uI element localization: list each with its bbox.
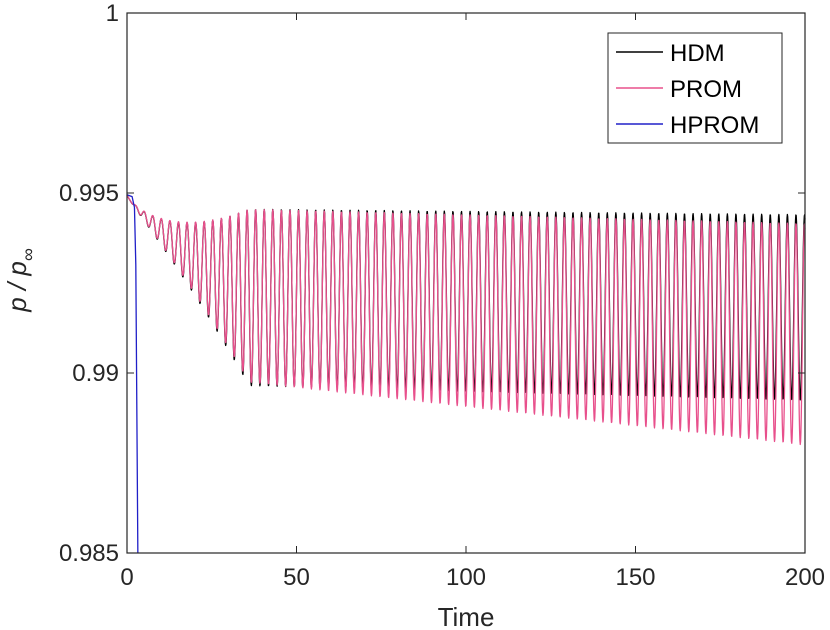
series-line-prom bbox=[126, 194, 806, 446]
legend-label-hdm: HDM bbox=[670, 40, 725, 67]
y-tick-label: 1 bbox=[106, 0, 119, 27]
axis-tick-labels: 0 50 100 150 200 0.985 0.99 0.995 1 bbox=[59, 0, 825, 591]
legend-label-prom: PROM bbox=[670, 76, 742, 103]
y-axis-label: p / p∞ bbox=[2, 248, 38, 313]
x-tick-label: 200 bbox=[785, 564, 825, 591]
x-axis-label: Time bbox=[438, 602, 495, 630]
x-tick-label: 100 bbox=[446, 564, 486, 591]
x-tick-label: 0 bbox=[120, 564, 133, 591]
series-line-hprom bbox=[126, 194, 139, 554]
axis-ticks bbox=[126, 12, 806, 554]
y-tick-label: 0.995 bbox=[59, 180, 119, 207]
x-tick-label: 50 bbox=[283, 564, 310, 591]
y-axis-label-sub: ∞ bbox=[18, 248, 38, 261]
y-tick-label: 0.985 bbox=[59, 540, 119, 567]
x-tick-label: 150 bbox=[615, 564, 655, 591]
legend-label-hprom: HPROM bbox=[670, 112, 759, 139]
y-axis-label-main: p / p bbox=[2, 261, 32, 313]
plot-lines bbox=[126, 194, 806, 554]
legend: HDM PROM HPROM bbox=[607, 32, 783, 144]
y-tick-label: 0.99 bbox=[72, 360, 119, 387]
